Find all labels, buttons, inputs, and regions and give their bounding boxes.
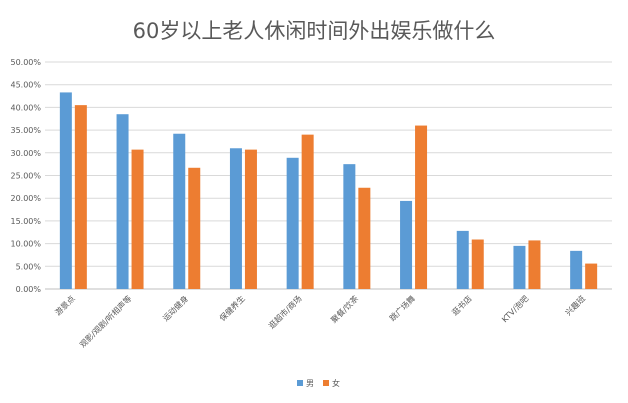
- bar-female: [301, 134, 314, 289]
- bar-female: [415, 125, 428, 289]
- bar-male: [286, 157, 299, 289]
- legend-label: 男: [306, 379, 314, 388]
- y-tick-label: 10.00%: [10, 240, 41, 249]
- chart-title: 60岁以上老人休闲时间外出娱乐做什么: [133, 19, 496, 43]
- bar-male: [116, 114, 129, 290]
- bar-male: [229, 148, 242, 289]
- x-category-label: KTV/泡吧: [499, 293, 530, 324]
- bar-male: [570, 250, 583, 289]
- legend-label: 女: [332, 378, 340, 388]
- y-tick-label: 50.00%: [10, 58, 41, 67]
- x-category-label: 保健养生: [217, 293, 247, 323]
- y-axis: 0.00% 5.00% 10.00% 15.00% 20.00% 25.00% 30.00%…: [10, 58, 41, 294]
- x-axis-labels: 游景点 观影/观剧/听相声等 运动健身 保健养生 逛超市/商场 聚餐/饮茶 跳广场舞 逛书店 K…: [53, 293, 587, 349]
- y-tick-label: 35.00%: [10, 126, 41, 135]
- legend-swatch: [323, 380, 329, 386]
- y-tick-label: 45.00%: [10, 81, 41, 90]
- bar-female: [585, 263, 598, 289]
- bar-male: [456, 230, 469, 289]
- bar-female: [244, 149, 257, 289]
- y-tick-label: 40.00%: [10, 103, 41, 112]
- x-category-label: 运动健身: [160, 293, 190, 323]
- bar-female: [188, 167, 201, 289]
- bar-male: [400, 200, 413, 289]
- bar-male: [59, 92, 72, 289]
- bar-female: [131, 149, 144, 289]
- bars: [59, 92, 598, 290]
- y-tick-label: 30.00%: [10, 149, 41, 158]
- x-category-label: 观影/观剧/听相声等: [77, 293, 133, 349]
- y-tick-label: 15.00%: [10, 217, 41, 226]
- y-tick-label: 0.00%: [16, 285, 42, 294]
- legend-swatch: [297, 380, 303, 386]
- y-tick-label: 20.00%: [10, 194, 41, 203]
- bar-female: [358, 187, 371, 289]
- bar-female: [74, 105, 87, 289]
- y-tick-label: 5.00%: [16, 262, 42, 271]
- bar-male: [343, 164, 356, 289]
- x-category-label: 游景点: [53, 293, 77, 317]
- bar-female: [471, 239, 484, 289]
- bar-male: [173, 133, 186, 289]
- x-category-label: 逛超市/商场: [266, 293, 303, 330]
- x-category-label: 逛书店: [450, 293, 474, 317]
- legend: 男女: [297, 378, 340, 388]
- y-tick-label: 25.00%: [10, 172, 41, 181]
- bar-female: [528, 240, 541, 289]
- x-category-label: 兴趣班: [563, 293, 587, 317]
- x-category-label: 跳广场舞: [387, 293, 417, 323]
- bar-male: [513, 245, 526, 289]
- x-category-label: 聚餐/饮茶: [329, 293, 361, 325]
- gridlines: [45, 61, 612, 290]
